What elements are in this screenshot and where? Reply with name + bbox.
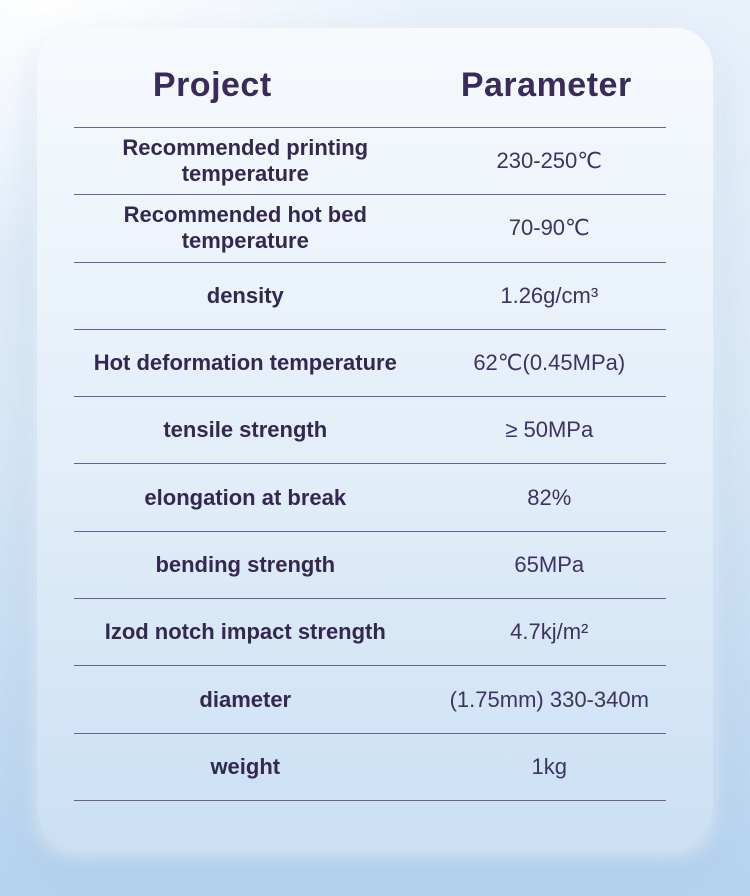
row-value: 4.7kj/m²: [510, 619, 589, 645]
row-value: 1kg: [531, 753, 567, 779]
row-label: weight: [210, 753, 281, 779]
row-value: 70-90℃: [508, 215, 590, 241]
divider: [74, 665, 666, 667]
divider: [74, 127, 666, 128]
divider: [74, 598, 666, 600]
row-label: density: [206, 282, 284, 308]
divider: [74, 799, 666, 801]
row-label: diameter: [199, 686, 292, 712]
row-label: tensile strength: [163, 417, 328, 443]
divider: [74, 530, 666, 532]
table-row: Hot deformation temperature 62℃(0.45MPa): [37, 330, 713, 396]
row-label: Hot deformation temperature: [93, 350, 397, 376]
column-header-parameter: Parameter: [460, 66, 632, 104]
table-header: Project Parameter: [37, 28, 713, 127]
row-value: (1.75mm) 330-340m: [449, 686, 649, 712]
divider: [74, 328, 666, 330]
table-row: Recommended printing temperature 230-250…: [37, 128, 713, 194]
row-label: elongation at break: [144, 484, 347, 510]
row-value: 65MPa: [514, 551, 585, 577]
row-value: 62℃(0.45MPa): [473, 350, 626, 376]
divider: [74, 194, 666, 196]
row-label: Recommended printing temperature: [122, 135, 369, 187]
column-header-project: Project: [152, 66, 272, 104]
row-label: bending strength: [155, 551, 336, 577]
table-row: density 1.26g/cm³: [37, 263, 713, 329]
table-row: Recommended hot bed temperature 70-90℃: [37, 195, 713, 261]
table-row: elongation at break 82%: [37, 464, 713, 530]
row-value: 1.26g/cm³: [500, 282, 599, 308]
table-row: Izod notch impact strength 4.7kj/m²: [37, 599, 713, 665]
divider: [74, 261, 666, 263]
table-row: bending strength 65MPa: [37, 532, 713, 598]
row-label: Izod notch impact strength: [104, 619, 386, 645]
table-row: weight 1kg: [37, 734, 713, 800]
divider: [74, 396, 666, 398]
row-value: 82%: [527, 484, 572, 510]
spec-table-card: Project Parameter Recommended printing t…: [37, 28, 713, 846]
table-row: diameter (1.75mm) 330-340m: [37, 666, 713, 732]
divider: [74, 463, 666, 465]
row-label: Recommended hot bed temperature: [123, 202, 367, 254]
row-value: ≥ 50MPa: [505, 417, 594, 443]
row-value: 230-250℃: [496, 148, 602, 174]
table-row: tensile strength ≥ 50MPa: [37, 397, 713, 463]
divider: [74, 732, 666, 734]
